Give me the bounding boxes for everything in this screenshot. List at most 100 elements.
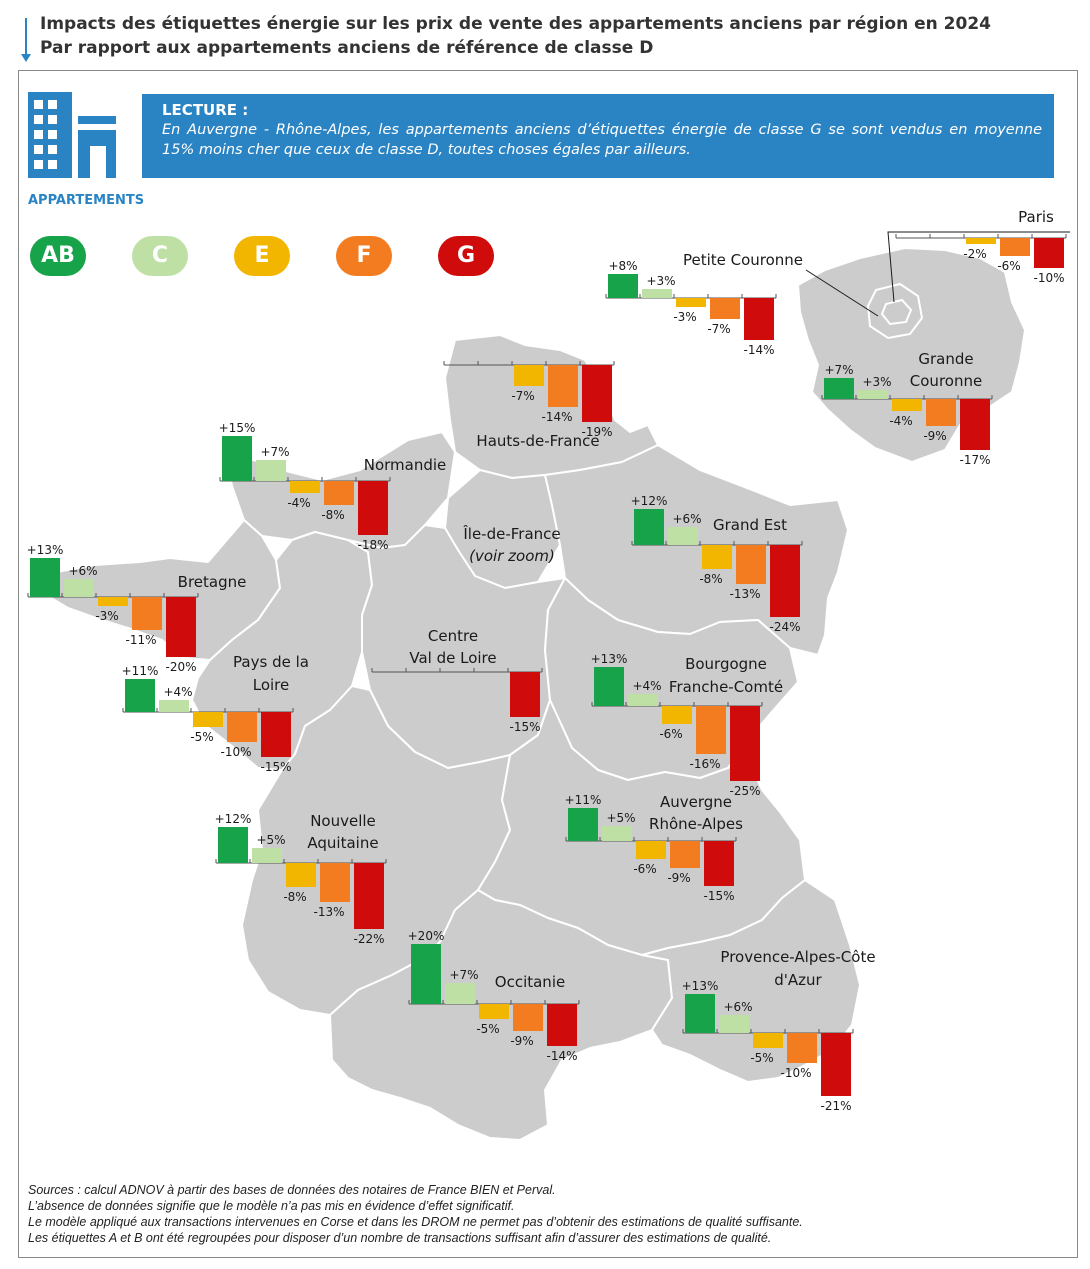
label-idf-1: Île-de-France [462, 524, 560, 543]
bar-value-label: +3% [862, 375, 891, 389]
bar-g [704, 841, 734, 886]
bar-e [290, 481, 320, 493]
label-na-1: Nouvelle [310, 812, 376, 830]
lecture-heading: LECTURE : [162, 101, 249, 119]
region-chart: +13% +6% -5% -10% -21% [682, 979, 854, 1113]
bar-f [1000, 238, 1030, 256]
bar-value-label: -19% [581, 425, 612, 439]
bar-value-label: +13% [27, 543, 64, 557]
label-cvl-2: Val de Loire [409, 649, 496, 667]
bar-value-label: +4% [632, 679, 661, 693]
bar-value-label: +12% [215, 812, 252, 826]
bar-value-label: -6% [633, 862, 656, 876]
bar-ab [608, 274, 638, 298]
label-na-2: Aquitaine [307, 834, 378, 852]
bar-e [676, 298, 706, 307]
bar-value-label: -4% [287, 496, 310, 510]
lecture-box: LECTURE : En Auvergne - Rhône-Alpes, les… [142, 94, 1054, 178]
bar-c [252, 848, 282, 863]
label-grand-est: Grand Est [713, 516, 787, 534]
petite-couronne-leader-line [805, 269, 879, 317]
bar-value-label: -15% [260, 760, 291, 774]
bar-ab [30, 558, 60, 597]
chart-bars: -2% -6% -10% +8% +3% -3% -7% -14% +7% +3% -4% -9% -1… [27, 234, 1067, 1113]
bar-f [513, 1004, 543, 1031]
idf-zoom [797, 247, 1026, 463]
bar-value-label: +11% [122, 664, 159, 678]
bar-ab [222, 436, 252, 481]
bar-g [354, 863, 384, 929]
bar-c [858, 390, 888, 399]
bar-value-label: -9% [923, 429, 946, 443]
legend-e: E [234, 236, 290, 276]
label-cvl-1: Centre [428, 627, 478, 645]
region-chart: +11% +4% -5% -10% -15% [122, 664, 294, 774]
bar-e [479, 1004, 509, 1019]
bar-g [358, 481, 388, 535]
bar-g [166, 597, 196, 657]
bar-g [730, 706, 760, 781]
bar-value-label: -7% [707, 322, 730, 336]
bar-value-label: -25% [729, 784, 760, 798]
bar-value-label: +12% [631, 494, 668, 508]
bar-f [696, 706, 726, 754]
bar-value-label: -9% [510, 1034, 533, 1048]
bar-c [64, 579, 94, 597]
bar-value-label: -9% [667, 871, 690, 885]
label-bfc-2: Franche-Comté [669, 678, 783, 696]
bar-g [261, 712, 291, 757]
label-bfc-1: Bourgogne [685, 655, 767, 673]
label-ara-2: Rhône-Alpes [649, 815, 743, 833]
label-pdl-2: Loire [253, 676, 290, 694]
sources-note: Sources : calcul ADNOV à partir des base… [28, 1182, 1058, 1246]
bar-value-label: -24% [769, 620, 800, 634]
bar-value-label: -5% [476, 1022, 499, 1036]
bar-value-label: +5% [256, 833, 285, 847]
bar-value-label: -10% [780, 1066, 811, 1080]
label-petite-couronne: Petite Couronne [683, 251, 803, 269]
source-line: Sources : calcul ADNOV à partir des base… [28, 1183, 556, 1197]
bar-f [132, 597, 162, 630]
bar-ab [568, 808, 598, 841]
bar-value-label: +7% [824, 363, 853, 377]
bar-c [719, 1015, 749, 1033]
bar-e [514, 365, 544, 386]
legend-c: C [132, 236, 188, 276]
legend-g: G [438, 236, 494, 276]
bar-f [227, 712, 257, 742]
bar-f [320, 863, 350, 902]
bar-c [628, 694, 658, 706]
bar-f [736, 545, 766, 584]
bar-value-label: +6% [723, 1000, 752, 1014]
bar-value-label: -14% [541, 410, 572, 424]
bar-e [98, 597, 128, 606]
bar-f [324, 481, 354, 505]
bar-c [445, 983, 475, 1004]
bar-ab [634, 509, 664, 545]
region-labels: Paris Petite Couronne Grande Couronne Ha… [178, 208, 1054, 991]
bar-e [636, 841, 666, 859]
bar-value-label: -8% [699, 572, 722, 586]
bar-value-label: -3% [673, 310, 696, 324]
bar-value-label: +6% [672, 512, 701, 526]
region-chart: -2% -6% -10% [895, 234, 1067, 285]
label-hauts-de-france: Hauts-de-France [476, 432, 599, 450]
bar-g [744, 298, 774, 340]
label-bretagne: Bretagne [178, 573, 247, 591]
bar-f [787, 1033, 817, 1063]
bar-value-label: -15% [509, 720, 540, 734]
bar-value-label: -22% [353, 932, 384, 946]
bar-f [926, 399, 956, 426]
region-chart: +8% +3% -3% -7% -14% [605, 259, 777, 357]
bar-value-label: -18% [357, 538, 388, 552]
bar-value-label: +3% [646, 274, 675, 288]
bar-e [753, 1033, 783, 1048]
bar-value-label: -11% [125, 633, 156, 647]
bar-g [960, 399, 990, 450]
bar-c [256, 460, 286, 481]
bar-value-label: -8% [283, 890, 306, 904]
bar-e [966, 238, 996, 244]
label-normandie: Normandie [364, 456, 447, 474]
bar-f [548, 365, 578, 407]
region-chart: -7% -14% -19% [443, 361, 615, 439]
